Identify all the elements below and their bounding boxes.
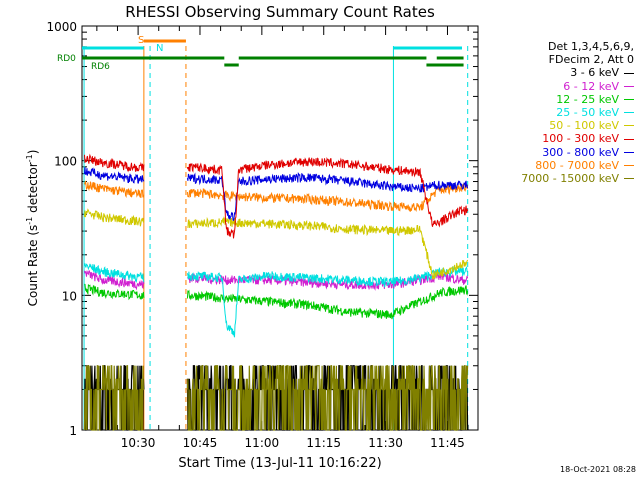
series-line bbox=[84, 167, 469, 222]
y-axis-label: Count Rate (s-1 detector-1) bbox=[25, 150, 40, 307]
legend-entry: 800 - 7000 keV bbox=[478, 159, 634, 172]
legend-entry: 3 - 6 keV bbox=[478, 66, 634, 79]
legend-entry-label: 3 - 6 keV bbox=[570, 66, 619, 80]
x-axis-label: Start Time (13-Jul-11 10:16:22) bbox=[178, 456, 381, 471]
legend-entry-label: 800 - 7000 keV bbox=[535, 158, 619, 172]
series-line bbox=[84, 263, 468, 338]
series-line bbox=[84, 208, 469, 280]
flag-label-rd0: RD0 bbox=[57, 54, 76, 64]
legend-header-line: FDecim 2, Att 0 bbox=[548, 53, 634, 67]
legend-swatch bbox=[624, 112, 634, 114]
timestamp: 18-Oct-2021 08:28 bbox=[560, 465, 636, 474]
legend-entry-label: 25 - 50 keV bbox=[556, 106, 619, 120]
legend-entry-label: 7000 - 15000 keV bbox=[521, 172, 619, 186]
legend-entry-label: 50 - 100 keV bbox=[549, 119, 619, 133]
y-tick-label: 10 bbox=[62, 289, 77, 303]
legend-entry-label: 100 - 300 keV bbox=[542, 132, 619, 146]
legend-entry-label: 6 - 12 keV bbox=[563, 79, 619, 93]
series-line bbox=[84, 270, 469, 291]
legend-entry: 6 - 12 keV bbox=[478, 80, 634, 93]
series-line bbox=[84, 283, 469, 320]
legend-entry-label: 12 - 25 keV bbox=[556, 92, 619, 106]
series-line bbox=[84, 153, 469, 239]
legend-entry: 25 - 50 keV bbox=[478, 106, 634, 119]
x-tick-label: 11:00 bbox=[245, 436, 280, 450]
legend-entry: 12 - 25 keV bbox=[478, 93, 634, 106]
x-tick-label: 11:45 bbox=[430, 436, 465, 450]
legend-swatch bbox=[624, 85, 634, 87]
legend-swatch bbox=[624, 178, 634, 180]
legend-swatch bbox=[624, 72, 634, 74]
flag-label-s: S bbox=[138, 35, 144, 46]
legend-entry: 50 - 100 keV bbox=[478, 119, 634, 132]
legend-entries: 3 - 6 keV 6 - 12 keV 12 - 25 keV 25 - 50 ke… bbox=[478, 66, 634, 185]
x-tick-label: 10:45 bbox=[183, 436, 218, 450]
legend-swatch bbox=[624, 138, 634, 140]
legend-entry: 7000 - 15000 keV bbox=[478, 172, 634, 185]
legend-swatch bbox=[624, 98, 634, 100]
series-line bbox=[84, 180, 469, 213]
legend: Det 1,3,4,5,6,9, FDecim 2, Att 0 3 - 6 k… bbox=[478, 40, 634, 185]
x-tick-label: 11:15 bbox=[306, 436, 341, 450]
flag-label-n: N bbox=[156, 43, 163, 54]
legend-entry: 300 - 800 keV bbox=[478, 146, 634, 159]
legend-swatch bbox=[624, 125, 634, 127]
legend-entry-label: 300 - 800 keV bbox=[542, 145, 619, 159]
flag-label-rd6: RD6 bbox=[91, 62, 110, 72]
x-tick-label: 11:30 bbox=[368, 436, 403, 450]
y-tick-label: 1000 bbox=[46, 20, 77, 34]
legend-swatch bbox=[624, 151, 634, 153]
legend-swatch bbox=[624, 164, 634, 166]
chart-title: RHESSI Observing Summary Count Rates bbox=[125, 3, 435, 21]
x-tick-label: 10:30 bbox=[121, 436, 156, 450]
y-tick-label: 1 bbox=[69, 424, 77, 438]
series-line bbox=[83, 365, 469, 431]
legend-header-line: Det 1,3,4,5,6,9, bbox=[547, 40, 634, 53]
legend-entry: 100 - 300 keV bbox=[478, 132, 634, 145]
y-tick-label: 100 bbox=[54, 155, 77, 169]
